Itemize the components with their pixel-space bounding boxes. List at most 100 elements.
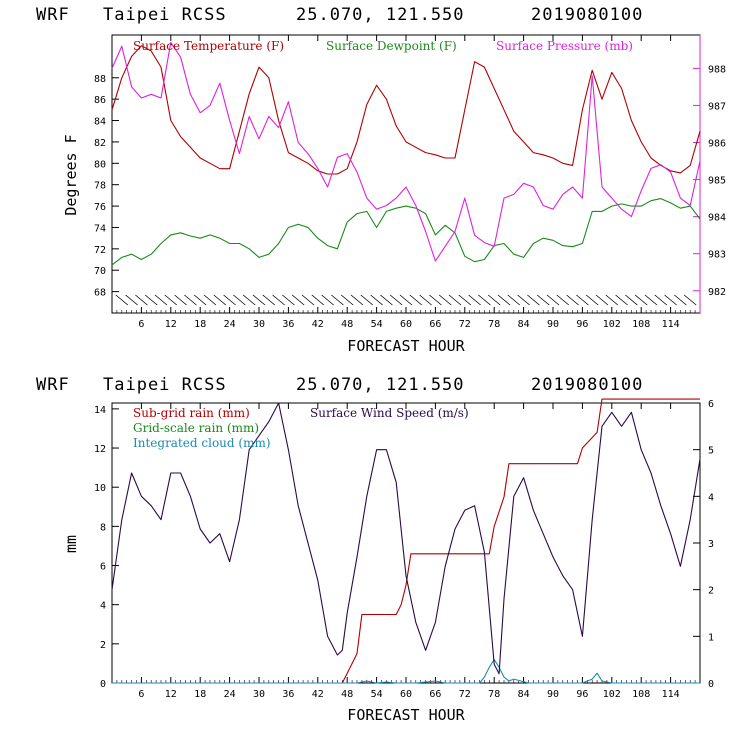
bottom-header-coords: 25.070, 121.550 [296,375,465,395]
wind-barb [419,294,432,306]
y-right-tick-label: 2 [708,586,714,597]
x-tick-label: 12 [165,319,177,330]
y-left-tick-label: 74 [94,223,106,234]
y-left-tick-label: 68 [94,288,106,299]
wind-barb [350,294,364,306]
wind-barb [125,294,138,306]
x-tick-label: 90 [547,319,559,330]
wind-barb [478,294,491,306]
y-left-tick-label: 6 [100,562,106,573]
x-tick-label: 30 [253,319,265,330]
wind-barb [468,294,481,306]
wind-barb [252,294,266,306]
y-right-tick-label: 988 [708,64,726,75]
x-tick-label: 30 [253,689,265,700]
y-right-tick-label: 983 [708,250,726,261]
top-plot-frame [111,34,701,314]
y-left-tick-label: 10 [94,483,106,494]
legend-temperature: Surface Temperature (F) [133,39,284,53]
series-line-surface-wind-speed-m-s [111,402,701,675]
x-tick-label: 114 [662,689,680,700]
wind-barb [556,294,570,306]
y-left-tick-label: 84 [94,117,106,128]
y-left-tick-label: 14 [94,405,106,416]
y-right-tick-label: 984 [708,213,726,224]
y-right-tick-label: 3 [708,539,714,550]
series-line-surface-dewpoint-f [111,198,701,266]
legend-dewpoint: Surface Dewpoint (F) [326,39,457,53]
top-y-axis-label: Degrees F [62,134,80,215]
x-tick-label: 96 [576,689,588,700]
y-right-tick-label: 0 [708,679,714,690]
wind-barb [174,294,187,306]
y-right-tick-label: 987 [708,101,726,112]
y-left-tick-label: 78 [94,181,106,192]
x-tick-label: 60 [400,689,412,700]
wind-barb [683,294,697,306]
wind-barb [399,294,413,306]
wind-barb [497,294,511,306]
y-right-tick-label: 1 [708,632,714,643]
wind-barb [370,294,383,306]
bottom-header-station: Taipei RCSS [103,375,227,395]
x-tick-label: 72 [459,319,471,330]
y-left-tick-label: 88 [94,74,106,85]
wind-barb [291,294,305,306]
top-header-coords: 25.070, 121.550 [296,5,465,25]
top-header-station: Taipei RCSS [103,5,227,25]
wind-barb [213,294,227,306]
wind-barb [331,294,344,306]
x-tick-label: 36 [282,689,294,700]
legend-subgrid-rain: Sub-grid rain (mm) [133,406,250,420]
x-tick-label: 72 [459,689,471,700]
wind-barb [625,294,638,306]
wind-barb [546,294,560,306]
legend-gridscale-rain: Grid-scale rain (mm) [133,421,259,435]
y-left-tick-label: 8 [100,522,106,533]
x-tick-label: 24 [224,319,236,330]
wind-barb [585,294,599,306]
wind-barb [282,294,295,306]
y-right-tick-label: 6 [708,399,714,410]
y-right-tick-label: 985 [708,176,726,187]
wind-barb [233,294,246,306]
wind-barb [605,294,619,306]
wind-barb [135,294,148,306]
wind-barb [527,294,540,306]
top-x-axis-label: FORECAST HOUR [347,337,465,355]
wind-barb [438,294,452,306]
wind-barb [184,294,197,306]
wind-barb [576,294,589,306]
wind-barbs [115,294,697,306]
legend-wind-speed: Surface Wind Speed (m/s) [310,406,469,420]
wind-barb [487,294,501,306]
x-tick-label: 78 [488,689,500,700]
wind-barb [644,294,658,306]
x-tick-label: 12 [165,689,177,700]
y-left-tick-label: 76 [94,202,106,213]
x-tick-label: 78 [488,319,500,330]
wind-barb [674,294,687,306]
bottom-y-axis-label: mm [62,535,80,553]
x-tick-label: 84 [518,689,530,700]
wind-barb [615,294,628,306]
wind-barb [409,294,423,306]
x-tick-label: 102 [603,319,621,330]
x-tick-label: 42 [312,689,324,700]
wind-barb [389,294,403,306]
top-header-init: 2019080100 [531,5,643,25]
x-tick-label: 24 [224,689,236,700]
wind-barb [595,294,609,306]
legend-pressure: Surface Pressure (mb) [496,39,633,53]
x-tick-label: 6 [138,319,144,330]
top-axis-ticks: 6 12 18 24 30 36 42 48 54 60 66 72 78 84 90 96 102 108 114… [94,35,726,330]
wind-barb [517,294,530,306]
series-line-sub-grid-rain-mm [112,398,700,684]
x-tick-label: 48 [341,689,353,700]
y-left-tick-label: 82 [94,138,106,149]
bottom-header-model: WRF [36,375,70,395]
y-left-tick-label: 72 [94,245,106,256]
wind-barb [458,294,472,306]
wind-barb [360,294,374,306]
